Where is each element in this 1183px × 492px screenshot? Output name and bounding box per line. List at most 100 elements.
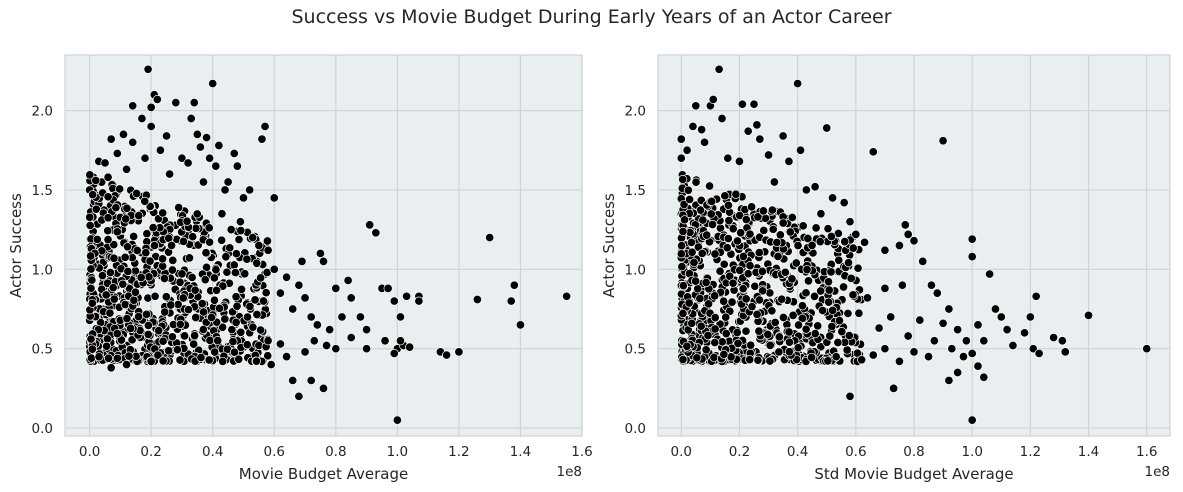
scatter-point [676, 249, 686, 259]
x-tick-label: 0.8 [903, 444, 924, 460]
y-tick-label: 2.0 [625, 104, 646, 120]
scatter-point [710, 313, 720, 323]
scatter-point [778, 312, 789, 323]
scatter-point [807, 240, 817, 250]
scatter-point [130, 266, 140, 276]
scatter-point [693, 284, 703, 294]
scatter-point [389, 296, 399, 306]
scatter-point [346, 333, 356, 343]
scatter-point [210, 347, 220, 357]
scatter-point [698, 215, 708, 225]
scatter-point [810, 329, 820, 339]
x-axis-label: Std Movie Budget Average [814, 465, 1013, 483]
scatter-point [715, 266, 725, 276]
scatter-point [747, 302, 757, 312]
scatter-point [996, 312, 1006, 322]
scatter-point [824, 285, 834, 295]
scatter-point [195, 142, 205, 152]
scatter-point [678, 281, 688, 291]
scatter-point [689, 257, 699, 268]
scatter-point [130, 287, 140, 297]
scatter-point [691, 276, 701, 286]
scatter-point [180, 331, 190, 341]
scatter-point [312, 320, 322, 330]
scatter-point [909, 347, 919, 357]
scatter-point [143, 64, 153, 74]
scatter-point [833, 337, 843, 348]
scatter-point [256, 325, 266, 335]
scatter-point [218, 322, 228, 332]
scatter-point [103, 192, 113, 202]
scatter-point [793, 343, 803, 353]
scatter-point [97, 270, 107, 281]
scatter-point [967, 415, 977, 425]
scatter-point [696, 321, 706, 331]
scatter-point [754, 295, 764, 305]
scatter-point [938, 136, 948, 146]
scatter-point [903, 229, 913, 239]
scatter-point [263, 351, 273, 361]
scatter-point [240, 269, 250, 279]
scatter-point [143, 320, 153, 330]
scatter-point [990, 304, 1001, 314]
scatter-point [802, 265, 812, 275]
scatter-point [85, 212, 95, 222]
scatter-point [254, 240, 264, 251]
scatter-point [818, 305, 828, 316]
scatter-point [722, 243, 732, 253]
scatter-point [707, 196, 717, 206]
scatter-point [120, 300, 130, 310]
scatter-point [944, 375, 954, 385]
scatter-point [923, 352, 934, 362]
scatter-point [213, 336, 223, 346]
scatter-point [743, 269, 753, 279]
scatter-point [750, 281, 760, 291]
scatter-point [854, 308, 864, 318]
scatter-point [824, 297, 834, 307]
scatter-point [161, 292, 171, 302]
scatter-point [961, 336, 971, 346]
scatter-point [868, 350, 878, 360]
scatter-point [192, 209, 202, 219]
scatter-point [723, 200, 733, 210]
scatter-point [297, 256, 307, 266]
scatter-point [106, 363, 116, 373]
scatter-point [166, 300, 176, 310]
scatter-point [754, 248, 764, 258]
x-tick-label: 1.6 [571, 444, 592, 460]
scatter-point [777, 294, 787, 304]
scatter-point [211, 285, 222, 295]
scatter-point [710, 338, 720, 348]
scatter-point [1142, 344, 1152, 354]
scatter-point [86, 283, 96, 293]
scatter-point [851, 229, 861, 239]
scatter-point [208, 79, 218, 89]
scatter-point [677, 262, 687, 272]
scatter-point [221, 252, 231, 262]
scatter-point [242, 312, 253, 322]
scatter-point [710, 324, 720, 334]
scatter-point [186, 113, 196, 124]
scatter-point [402, 291, 412, 301]
x-tick-label: 1.6 [1136, 444, 1157, 460]
scatter-point [100, 158, 110, 168]
scatter-point [454, 347, 464, 357]
scatter-point [472, 294, 482, 305]
scatter-point [897, 280, 907, 290]
scatter-point [192, 129, 202, 139]
scatter-point [682, 341, 692, 351]
x-tick-label: 0.4 [787, 444, 808, 460]
figure-title: Success vs Movie Budget During Early Yea… [291, 6, 892, 28]
scatter-point [220, 314, 230, 324]
scatter-point [218, 281, 228, 291]
scatter-point [172, 345, 182, 355]
scatter-point [109, 294, 119, 304]
scatter-point [732, 236, 742, 246]
chart-panel-budget-average: 0.0 0.2 0.4 0.6 0.8 1.0 1.2 1.4 1.6 0.0 0.5 1.0 1.5 2… [7, 54, 593, 483]
scatter-point [719, 296, 729, 306]
scatter-point [692, 353, 702, 363]
scatter-point [306, 312, 316, 322]
scatter-point [880, 245, 890, 255]
scatter-point [236, 226, 246, 236]
